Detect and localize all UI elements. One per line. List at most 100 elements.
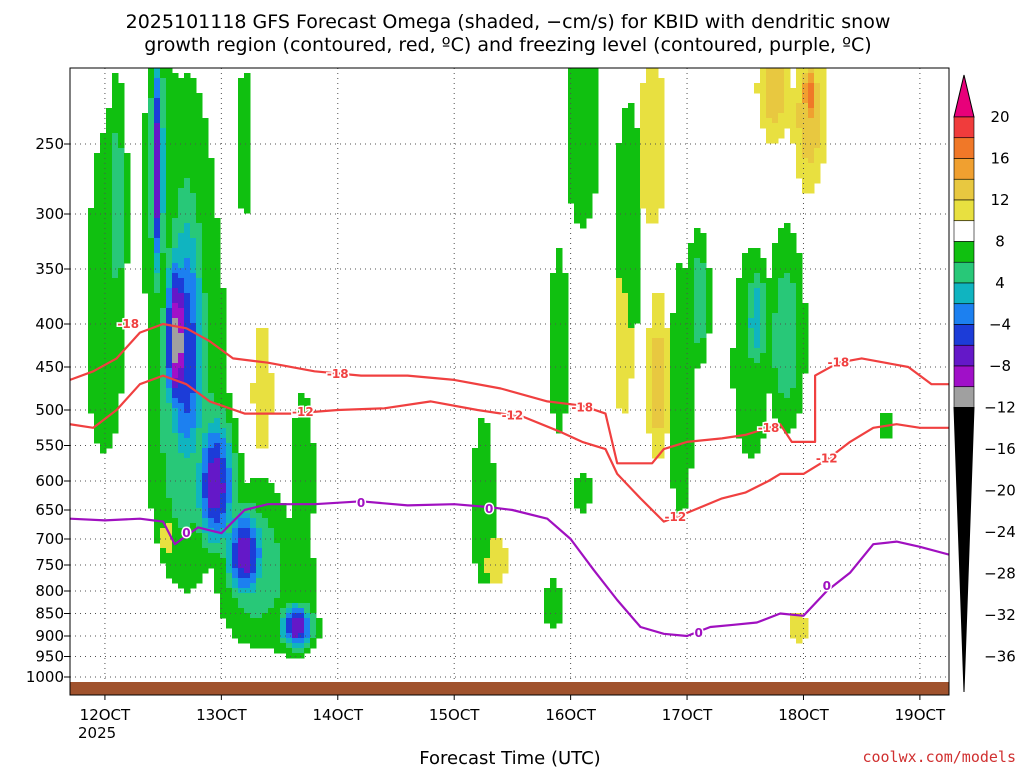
omega-cell [142,168,149,174]
omega-cell [472,488,479,494]
omega-cell [190,578,197,584]
omega-cell [694,273,701,279]
omega-cell [238,508,245,514]
omega-cell [784,348,791,354]
omega-cell [766,328,773,334]
omega-cell [286,608,293,614]
omega-cell [208,223,215,229]
omega-cell [640,138,647,144]
omega-cell [232,488,239,494]
omega-cell [166,363,173,369]
omega-cell [268,608,275,614]
omega-cell [802,318,809,324]
omega-cell [184,353,191,359]
omega-cell [634,253,641,259]
omega-cell [184,278,191,284]
omega-cell [286,598,293,604]
omega-cell [160,253,167,259]
omega-cell [256,383,263,389]
omega-cell [190,178,197,184]
omega-cell [676,338,683,344]
omega-cell [94,413,101,419]
omega-cell [214,353,221,359]
omega-cell [280,583,287,589]
omega-cell [700,248,707,254]
omega-cell [580,498,587,504]
omega-cell [754,418,761,424]
omega-cell [268,403,275,409]
omega-cell [202,123,209,129]
omega-cell [100,193,107,199]
omega-cell [160,123,167,129]
omega-cell [682,428,689,434]
omega-cell [682,338,689,344]
omega-cell [310,568,317,574]
omega-cell [310,613,317,619]
omega-cell [622,118,629,124]
omega-cell [754,423,761,429]
omega-cell [820,148,827,154]
omega-cell [820,153,827,159]
omega-cell [616,243,623,249]
omega-cell [184,523,191,529]
omega-cell [640,183,647,189]
omega-cell [574,128,581,134]
omega-cell [112,108,119,114]
omega-cell [616,178,623,184]
omega-cell [736,283,743,289]
omega-cell [160,128,167,134]
omega-cell [634,188,641,194]
omega-cell [772,83,779,89]
omega-cell [220,573,227,579]
omega-cell [790,288,797,294]
omega-cell [556,333,563,339]
omega-cell [232,563,239,569]
omega-cell [94,438,101,444]
omega-cell [688,413,695,419]
omega-cell [190,258,197,264]
omega-cell [172,358,179,364]
omega-cell [268,523,275,529]
omega-cell [556,338,563,344]
omega-cell [202,438,209,444]
omega-cell [142,198,149,204]
omega-cell [184,248,191,254]
omega-cell [682,433,689,439]
omega-cell [784,273,791,279]
omega-cell [658,348,665,354]
omega-cell [808,83,815,89]
omega-cell [490,548,497,554]
omega-cell [682,403,689,409]
omega-cell [646,353,653,359]
omega-cell [238,503,245,509]
omega-cell [178,333,185,339]
omega-cell [208,333,215,339]
omega-cell [790,98,797,104]
omega-cell [628,223,635,229]
omega-cell [244,553,251,559]
omega-cell [190,363,197,369]
omega-cell [160,353,167,359]
omega-cell [268,503,275,509]
omega-cell [808,133,815,139]
omega-cell [232,523,239,529]
omega-cell [748,318,755,324]
omega-cell [304,598,311,604]
omega-cell [220,513,227,519]
omega-cell [616,213,623,219]
x-tick-label: 12OCT [80,706,131,724]
omega-cell [226,548,233,554]
omega-cell [772,403,779,409]
omega-cell [694,358,701,364]
omega-cell [220,498,227,504]
omega-cell [274,528,281,534]
omega-cell [190,188,197,194]
omega-cell [214,543,221,549]
omega-cell [778,83,785,89]
omega-cell [250,568,257,574]
omega-cell [790,138,797,144]
omega-cell [190,423,197,429]
omega-cell [202,513,209,519]
omega-cell [154,378,161,384]
omega-cell [700,338,707,344]
